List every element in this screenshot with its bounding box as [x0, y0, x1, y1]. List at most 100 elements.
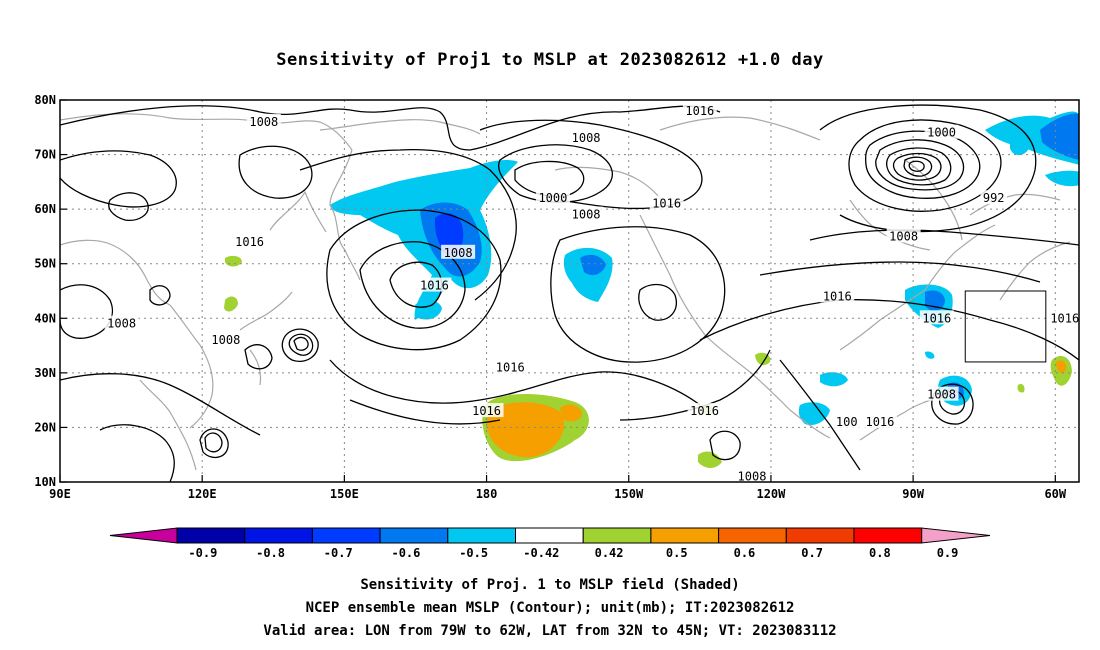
contour-label: 1016 — [922, 311, 951, 325]
contour-label-bg — [569, 130, 604, 145]
contour-label: 1016 — [496, 360, 525, 374]
contour-label: 992 — [983, 191, 1005, 205]
caption-line-3: Valid area: LON from 79W to 62W, LAT fro… — [263, 623, 837, 639]
colorbar-swatch — [718, 527, 787, 544]
colorbar-label: -0.8 — [256, 546, 285, 560]
contour-label-bg — [862, 413, 897, 428]
contour-label-bg — [833, 413, 861, 428]
colorbar-swatch — [515, 527, 584, 544]
mslp-contour — [349, 399, 501, 425]
colorbar-label: 0.9 — [937, 546, 959, 560]
mslp-contour — [199, 428, 229, 459]
colorbar-label: -0.42 — [523, 546, 559, 560]
mslp-contour — [498, 144, 613, 203]
mslp-contour — [60, 105, 721, 151]
coastline — [639, 214, 751, 373]
sensitivity-patch — [580, 254, 606, 276]
colorbar-label: -0.5 — [459, 546, 488, 560]
colorbar-label: 0.8 — [869, 546, 891, 560]
lat-tick-label: 10N — [34, 475, 56, 489]
mslp-contour — [864, 130, 981, 199]
colorbar-label: 0.6 — [734, 546, 756, 560]
contour-label-bg — [104, 315, 139, 330]
colorbar-label: -0.6 — [391, 546, 420, 560]
mslp-contour — [709, 430, 741, 461]
contour-labels-layer: 1008 1016 1008 1000 1000 1008 1016 992 1016 1008 1… — [104, 102, 1082, 484]
mslp-contour — [238, 145, 313, 199]
mslp-contour — [99, 424, 175, 482]
contour-label: 1016 — [420, 279, 449, 293]
contour-label: 1016 — [865, 415, 894, 429]
contour-label: 1016 — [472, 404, 501, 418]
contour-label-bg — [734, 468, 769, 483]
coastline — [969, 193, 1061, 216]
sensitivity-patch — [1056, 360, 1067, 373]
sensitivity-patch — [330, 160, 518, 320]
mslp-contour — [875, 139, 965, 191]
colorbar-swatch — [244, 527, 313, 544]
sensitivity-patch — [820, 372, 848, 387]
coastline — [849, 199, 931, 251]
lat-tick-label: 80N — [34, 93, 56, 107]
coastline — [749, 371, 831, 439]
sensitivity-patch — [560, 404, 582, 422]
valid-area-rect — [964, 290, 1047, 363]
mslp-contour — [809, 229, 1079, 246]
caption-block: Sensitivity of Proj. 1 to MSLP field (Sh… — [0, 574, 1100, 643]
mslp-contour — [281, 328, 319, 362]
colorbar-swatch — [447, 527, 516, 544]
lat-tick-label: 30N — [34, 366, 56, 380]
sensitivity-patch — [925, 351, 935, 359]
mslp-contour — [638, 283, 677, 321]
contour-label-bg — [569, 206, 604, 221]
contour-label-bg — [535, 190, 570, 205]
coastline — [904, 159, 963, 241]
contour-label-bg — [820, 288, 855, 303]
coastline — [554, 166, 666, 206]
contour-label-bg — [493, 359, 528, 374]
lat-tick-label: 40N — [34, 311, 56, 325]
mslp-contour — [293, 336, 309, 351]
mslp-contour — [244, 344, 273, 370]
gridlines-layer — [60, 100, 1079, 482]
sensitivity-patch — [1040, 113, 1079, 160]
lon-tick-label: 120E — [188, 487, 217, 501]
mslp-contour — [60, 284, 113, 339]
colorbar-swatch — [311, 527, 381, 544]
colorbar-label: -0.7 — [324, 546, 353, 560]
mslp-contour — [60, 150, 177, 208]
lon-tick-label: 60W — [1044, 487, 1066, 501]
lon-tick-label: 90W — [902, 487, 924, 501]
mslp-contour — [359, 241, 466, 329]
coastline — [60, 113, 353, 151]
contour-label: 1008 — [738, 470, 767, 484]
contour-label: 1008 — [572, 208, 601, 222]
sensitivity-patch — [415, 300, 442, 320]
mslp-contour — [326, 209, 502, 351]
contour-label: 1016 — [823, 289, 852, 303]
lat-tick-label: 70N — [34, 148, 56, 162]
colorbar-label: 0.5 — [666, 546, 688, 560]
colorbar: -0.9 -0.8 -0.7 -0.6 -0.5 -0.42 0.42 0.5 0.6 0.7 0.… — [109, 527, 991, 560]
mslp-contour — [60, 373, 261, 436]
mslp-contour — [779, 359, 861, 471]
lon-tick-label: 150E — [330, 487, 359, 501]
mslp-contour — [903, 156, 933, 177]
contour-label-bg — [924, 386, 959, 401]
contour-label: 1000 — [927, 126, 956, 140]
mslp-contour — [204, 432, 223, 453]
sensitivity-patch — [486, 402, 564, 458]
contour-label: 1008 — [444, 246, 473, 260]
contour-label: 1000 — [538, 191, 567, 205]
coastline — [249, 349, 262, 386]
mslp-contour — [892, 152, 942, 181]
coastline — [139, 379, 197, 471]
colorbar-label: 0.7 — [801, 546, 823, 560]
colorbar-label: -0.9 — [188, 546, 217, 560]
contour-label: 1008 — [249, 115, 278, 129]
colorbar-swatch — [176, 527, 246, 544]
contour-label-bg — [1047, 310, 1082, 325]
caption-line-1: Sensitivity of Proj. 1 to MSLP field (Sh… — [360, 577, 740, 593]
